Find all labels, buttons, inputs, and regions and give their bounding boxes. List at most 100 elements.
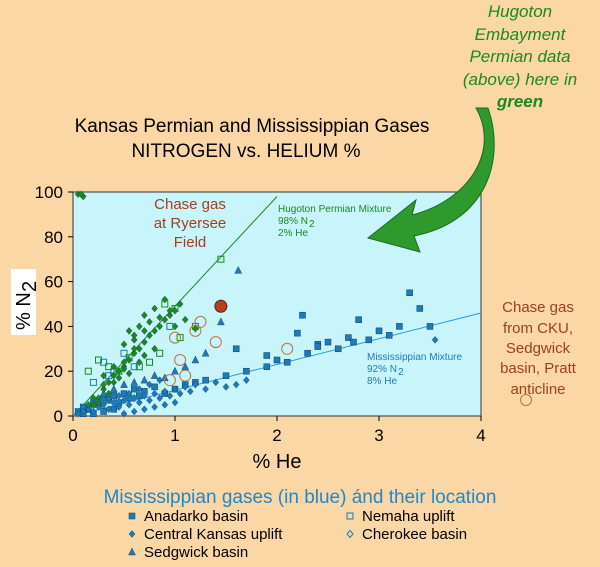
hugoton-permian-point: [115, 374, 123, 382]
hugoton-permian-point: [100, 380, 107, 389]
y-axis-label-subscript: 2: [19, 281, 41, 292]
hugoton-permian-open-point: [84, 367, 92, 375]
legend-label: Sedgwick basin: [144, 544, 248, 561]
hugoton-permian-open-point: [95, 356, 102, 364]
central-kansas-uplift-point: [95, 403, 102, 411]
hugoton-permian-point: [130, 344, 138, 353]
miss-mix-he: 8% He: [367, 376, 397, 387]
hugoton-permian-open-point: [156, 349, 164, 357]
chase-gas-cku-point: [189, 324, 202, 337]
legend-label: Cherokee basin: [362, 526, 467, 543]
miss-mix-n2: 92% N: [367, 364, 397, 375]
anadarko-basin-point: [314, 343, 322, 350]
curved-arrow: [366, 107, 495, 253]
central-kansas-uplift-point: [105, 394, 112, 402]
central-kansas-uplift-point: [130, 407, 138, 416]
sedgwick-basin-point: [191, 355, 200, 364]
hugoton-permian-point: [141, 311, 148, 320]
cku-note-line: anticline: [510, 381, 565, 398]
hugoton-permian-point: [77, 190, 85, 199]
central-kansas-uplift-point: [187, 387, 194, 396]
central-kansas-uplift-point: [151, 389, 158, 398]
central-kansas-uplift-point: [161, 387, 169, 396]
sedgwick-basin-point: [120, 380, 128, 388]
sedgwick-basin-point: [109, 384, 118, 393]
hugoton-permian-point: [130, 349, 138, 358]
hugoton-permian-point: [156, 322, 163, 331]
hugoton-mix-label: Hugoton Permian Mixture: [278, 204, 392, 215]
central-kansas-uplift-point: [136, 398, 143, 407]
hugoton-permian-point: [176, 300, 184, 308]
hugoton-permian-point: [141, 327, 148, 335]
anadarko-basin-point: [263, 363, 271, 370]
central-kansas-uplift-point: [161, 400, 169, 409]
chase-gas-cku-point: [179, 369, 192, 382]
anadarko-basin-point: [345, 334, 352, 341]
x-tick-label: 3: [374, 426, 383, 445]
hugoton-permian-point: [125, 356, 133, 364]
anadarko-basin-point: [299, 311, 306, 319]
legend-title: Mississippian gases (in blue) ánd their …: [104, 487, 497, 508]
hugoton-permian-point: [141, 351, 148, 360]
central-kansas-uplift-point: [125, 389, 133, 398]
cherokee-basin-point: [130, 393, 138, 403]
central-kansas-uplift-point: [146, 380, 153, 389]
legend-marker-central-kansas-uplift: [128, 530, 136, 538]
y-tick-label: 20: [44, 362, 63, 381]
central-kansas-uplift-point: [79, 407, 87, 416]
central-kansas-uplift-point: [115, 392, 123, 400]
central-kansas-uplift-point: [146, 396, 153, 405]
sedgwick-basin-point: [217, 317, 225, 326]
hugoton-permian-point: [136, 344, 143, 353]
legend-marker-nemaha-uplift: [346, 512, 354, 520]
cku-note-line: Sedgwick: [506, 340, 571, 357]
cku-note-line: from CKU,: [503, 320, 573, 337]
central-kansas-uplift-point: [125, 400, 133, 409]
sedgwick-basin-point: [150, 371, 159, 379]
hugoton-permian-open-point: [146, 358, 153, 366]
central-kansas-uplift-point: [120, 396, 128, 405]
legend-marker-anadarko-basin: [128, 512, 136, 520]
anadarko-basin-point: [396, 323, 403, 330]
hugoton-permian-point: [146, 331, 153, 340]
anadarko-basin-point: [263, 352, 271, 359]
central-kansas-uplift-point: [90, 407, 97, 416]
hugoton-permian-open-point: [166, 322, 174, 330]
hugoton-permian-point: [100, 385, 107, 393]
anadarko-basin-point: [385, 332, 393, 339]
central-kansas-uplift-point: [151, 403, 158, 411]
central-kansas-uplift-point: [243, 376, 250, 384]
central-kansas-uplift-point: [166, 392, 174, 400]
anadarko-basin-point: [294, 329, 301, 337]
hugoton-note-bold: green: [496, 92, 543, 111]
anadarko-basin-point: [350, 338, 357, 346]
hugoton-permian-point: [130, 336, 138, 344]
anadarko-basin-point: [355, 316, 362, 323]
x-axis-label: % He: [253, 451, 302, 473]
central-kansas-uplift-point: [171, 385, 179, 393]
x-tick-label: 4: [476, 426, 485, 445]
legend-marker-sedgwick-basin: [128, 547, 136, 556]
x-tick-label: 1: [170, 426, 179, 445]
hugoton-permian-point: [192, 324, 199, 333]
y-tick-label: 60: [44, 273, 63, 292]
hugoton-permian-open-point: [161, 300, 169, 308]
central-kansas-uplift-point: [120, 409, 128, 418]
central-kansas-uplift-point: [115, 403, 123, 411]
anadarko-basin-point: [202, 376, 209, 384]
hugoton-permian-point: [105, 378, 112, 387]
hugoton-permian-point: [181, 315, 189, 324]
hugoton-permian-point: [141, 338, 148, 346]
anadarko-basin-point: [406, 289, 413, 297]
miss-mix-label: Mississippian Mixture: [367, 352, 462, 363]
anadarko-basin-point: [334, 345, 342, 353]
hugoton-permian-point: [90, 394, 97, 402]
x-tick-label: 0: [68, 426, 77, 445]
central-kansas-uplift-point: [212, 378, 220, 387]
central-kansas-uplift-point: [222, 383, 230, 391]
hugoton-permian-point: [161, 315, 169, 324]
x-tick-label: 2: [272, 426, 281, 445]
sedgwick-basin-point: [130, 377, 139, 386]
legend-label: Anadarko basin: [144, 508, 248, 525]
